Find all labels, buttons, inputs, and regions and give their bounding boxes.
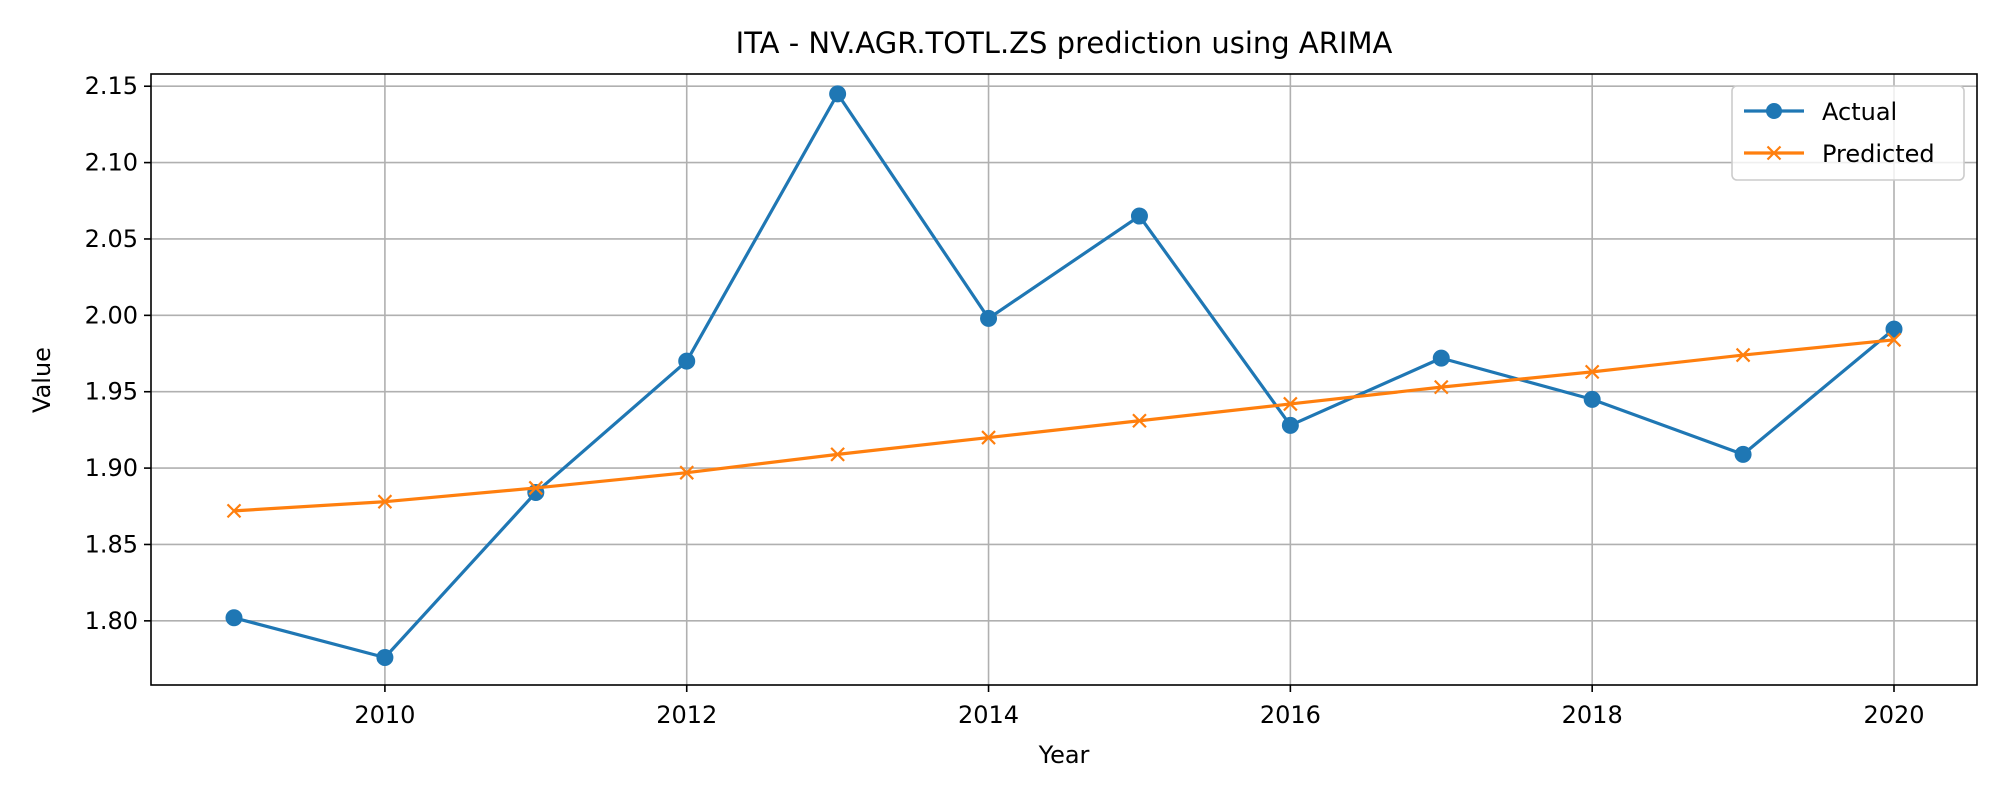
actual-point bbox=[1583, 390, 1601, 408]
predicted-point bbox=[1132, 413, 1147, 429]
y-tick-label: 1.90 bbox=[85, 454, 138, 482]
predicted-legend-marker bbox=[1766, 145, 1782, 161]
predicted-legend-label: Predicted bbox=[1822, 140, 1935, 168]
y-tick-label: 1.95 bbox=[85, 378, 138, 406]
x-tick-label: 2014 bbox=[958, 701, 1019, 729]
actual-point bbox=[376, 649, 394, 667]
actual-point bbox=[980, 309, 998, 327]
predicted-point bbox=[1886, 332, 1902, 348]
predicted-point bbox=[1283, 396, 1298, 412]
x-tick-label: 2012 bbox=[656, 701, 717, 729]
x-tick-label: 2020 bbox=[1863, 701, 1924, 729]
legend: Actual Predicted bbox=[1731, 85, 1965, 181]
actual-point bbox=[678, 352, 696, 370]
y-tick-label: 2.00 bbox=[85, 301, 138, 329]
actual-point bbox=[1130, 207, 1148, 225]
plot-frame bbox=[150, 73, 1978, 686]
actual-point bbox=[225, 609, 243, 627]
actual-point bbox=[829, 85, 847, 103]
actual-point bbox=[1734, 445, 1752, 463]
predicted-point bbox=[528, 480, 544, 496]
axes: 2010 2012 2014 2016 2018 2020 1.80 1.85 1.90 1.95… bbox=[85, 72, 1925, 729]
predicted-point bbox=[679, 465, 695, 480]
actual-legend-marker bbox=[1766, 103, 1782, 119]
y-tick-label: 2.10 bbox=[85, 149, 138, 177]
actual-point bbox=[1281, 416, 1299, 434]
predicted-point bbox=[1735, 347, 1751, 363]
plot-series bbox=[225, 85, 1903, 667]
y-tick-label: 1.80 bbox=[85, 607, 138, 635]
predicted-point bbox=[226, 503, 242, 519]
predicted-point bbox=[1584, 364, 1600, 380]
y-tick-label: 2.15 bbox=[85, 72, 138, 100]
chart-title: ITA - NV.AGR.TOTL.ZS prediction using AR… bbox=[736, 26, 1393, 60]
y-tick-label: 2.05 bbox=[85, 225, 138, 253]
y-axis-title: Value bbox=[28, 347, 56, 413]
predicted-point bbox=[830, 447, 845, 462]
x-tick-label: 2016 bbox=[1260, 701, 1321, 729]
x-axis-title: Year bbox=[1038, 741, 1090, 769]
predicted-point bbox=[1433, 379, 1449, 395]
predicted-point bbox=[981, 430, 996, 445]
x-tick-label: 2018 bbox=[1562, 701, 1623, 729]
actual-series-line bbox=[233, 92, 1896, 660]
predicted-series-line bbox=[233, 338, 1895, 513]
actual-point bbox=[1885, 320, 1903, 338]
x-tick-label: 2010 bbox=[354, 701, 415, 729]
actual-legend-label: Actual bbox=[1822, 98, 1897, 126]
y-tick-label: 1.85 bbox=[85, 530, 138, 558]
predicted-point bbox=[377, 494, 393, 509]
actual-point bbox=[1432, 349, 1450, 367]
